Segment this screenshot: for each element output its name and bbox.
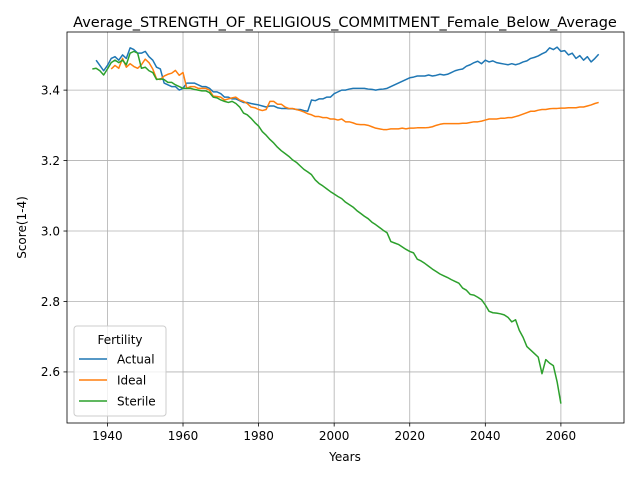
x-tick-label: 2060 bbox=[546, 429, 577, 443]
y-tick-label: 3.4 bbox=[41, 83, 60, 97]
y-axis-label: Score(1-4) bbox=[15, 196, 29, 259]
y-tick-label: 2.8 bbox=[41, 295, 60, 309]
x-tick-label: 1940 bbox=[92, 429, 123, 443]
x-tick-label: 1960 bbox=[168, 429, 199, 443]
x-tick-label: 2000 bbox=[319, 429, 350, 443]
legend-label-ideal: Ideal bbox=[117, 374, 146, 388]
x-tick-label: 2040 bbox=[470, 429, 501, 443]
y-tick-label: 3.2 bbox=[41, 154, 60, 168]
legend-label-actual: Actual bbox=[117, 353, 155, 367]
y-tick-label: 2.6 bbox=[41, 365, 60, 379]
plot-area-frame bbox=[66, 31, 625, 424]
y-tick-label: 3.0 bbox=[41, 224, 60, 238]
series-line-ideal bbox=[110, 57, 599, 131]
chart-title: Average_STRENGTH_OF_RELIGIOUS_COMMITMENT… bbox=[73, 15, 617, 31]
x-axis-label: Years bbox=[328, 450, 361, 464]
series-line-sterile bbox=[92, 50, 562, 404]
series-line-actual bbox=[95, 46, 600, 113]
legend-entries: Actual Ideal Sterile bbox=[79, 353, 156, 409]
x-tick-label: 1980 bbox=[243, 429, 274, 443]
legend-box bbox=[73, 325, 167, 417]
x-tick-label: 2020 bbox=[394, 429, 425, 443]
legend-title: Fertility bbox=[97, 333, 142, 347]
legend-label-sterile: Sterile bbox=[117, 395, 156, 409]
axis-ticks: 1940 1960 1980 2000 2020 2040 2060 2.6 2.8 3.0 3.2… bbox=[41, 83, 576, 443]
series-lines bbox=[92, 46, 600, 404]
legend: Fertility Actual Ideal Sterile bbox=[73, 325, 167, 417]
